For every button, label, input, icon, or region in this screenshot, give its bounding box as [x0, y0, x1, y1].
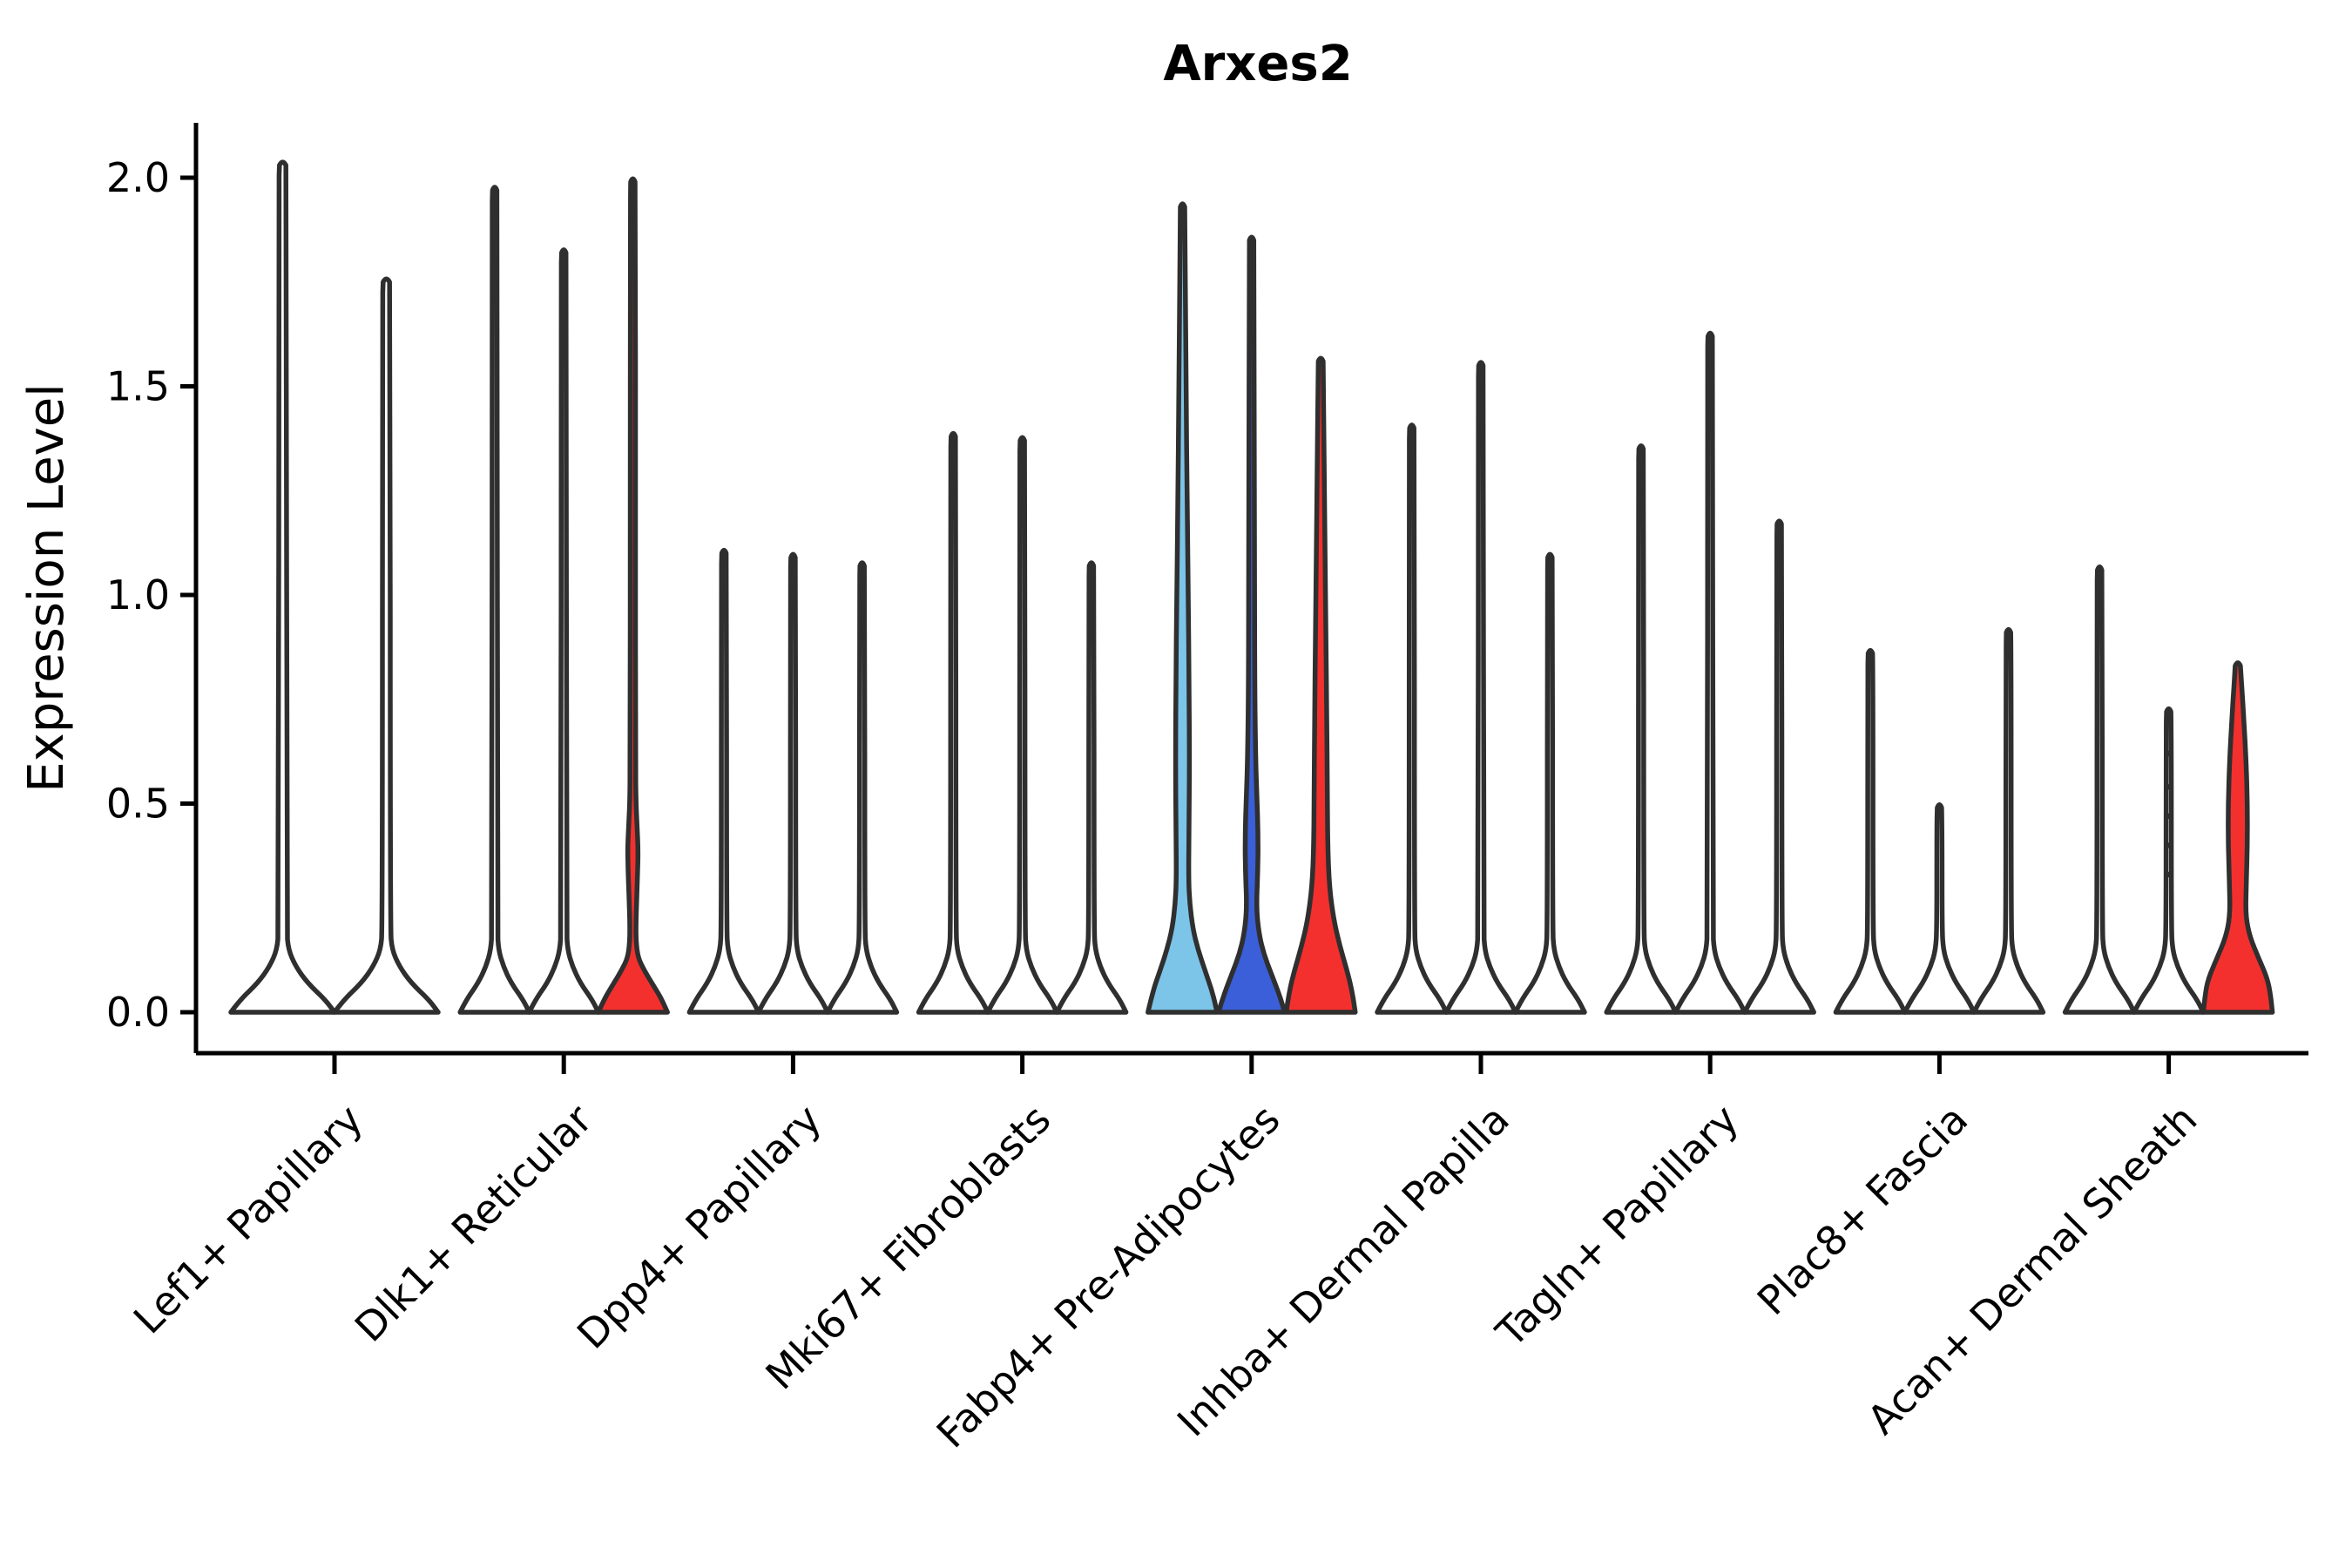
- expression-point: [2166, 813, 2172, 820]
- y-tick-label: 2.0: [106, 154, 170, 201]
- violin: [332, 276, 441, 1015]
- violin: [686, 547, 761, 1015]
- expression-point: [2166, 842, 2172, 848]
- expression-point: [2166, 750, 2172, 757]
- violin: [1375, 422, 1450, 1015]
- violin: [1283, 355, 1358, 1015]
- violin: [1443, 360, 1518, 1015]
- violin: [526, 247, 601, 1015]
- x-category-label: Lef1+ Papillary: [125, 1096, 372, 1343]
- expression-point: [2166, 784, 2172, 790]
- violin: [2062, 564, 2137, 1015]
- expression-point: [2166, 871, 2172, 878]
- violin: [916, 430, 990, 1015]
- x-category-label: Tagln+ Papillary: [1486, 1096, 1747, 1357]
- axes-layer: [180, 123, 2308, 1074]
- violin: [1054, 560, 1129, 1015]
- violin: [1146, 201, 1220, 1015]
- violin: [1604, 443, 1679, 1015]
- x-category-label: Dlk1+ Reticular: [346, 1096, 601, 1351]
- y-tick-label: 0.5: [106, 781, 170, 828]
- violin: [2200, 660, 2275, 1015]
- violin: [755, 551, 830, 1015]
- y-tick-label: 0.0: [106, 989, 170, 1036]
- y-tick-label: 1.5: [106, 363, 170, 410]
- x-category-label: Plac8+ Fascia: [1748, 1096, 1977, 1324]
- violin: [228, 159, 337, 1015]
- violin: [1673, 330, 1747, 1015]
- violin: [985, 435, 1060, 1015]
- violin: [1512, 551, 1587, 1015]
- violin: [1215, 234, 1288, 1015]
- plot-title: Arxes2: [1163, 36, 1352, 92]
- violins-layer: [228, 159, 2275, 1015]
- x-category-label: Dpp4+ Papillary: [568, 1096, 830, 1358]
- y-tick-label: 1.0: [106, 571, 170, 618]
- violin: [596, 176, 670, 1015]
- violin: [1902, 802, 1977, 1015]
- violin: [2132, 706, 2207, 1015]
- violin: [825, 560, 900, 1015]
- violin: [457, 185, 532, 1015]
- violin: [1833, 647, 1908, 1015]
- violin: [1971, 626, 2046, 1015]
- violin: [1742, 518, 1816, 1015]
- y-axis-label: Expression Level: [18, 383, 75, 793]
